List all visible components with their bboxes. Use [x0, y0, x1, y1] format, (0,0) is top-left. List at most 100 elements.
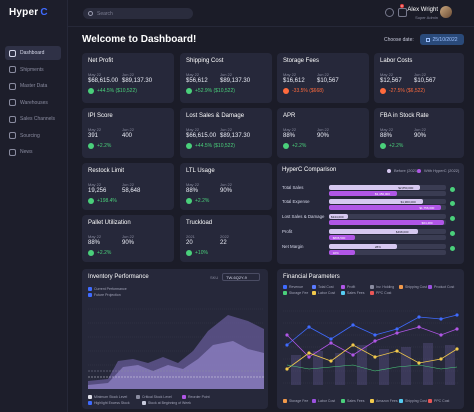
legend-item[interactable]: Sales Fees — [341, 291, 365, 295]
sidebar-item-news[interactable]: News — [5, 145, 61, 159]
kpi-period-2: Jun 22 — [220, 182, 233, 187]
kpi-value-1: $56,612 — [186, 78, 208, 84]
legend-before: Before (2021) — [387, 168, 418, 173]
kpi-value-2: 400 — [122, 133, 133, 139]
arrow-down-icon — [380, 88, 386, 94]
kpi-value-2: $89,137.30 — [220, 78, 251, 84]
sidebar-item-label: Warehouses — [20, 99, 48, 106]
kpi-card: Shipping Cost May 22 $56,612 Jun 22 $89,137.… — [180, 53, 272, 103]
sidebar-item-warehouses[interactable]: Warehouses — [5, 96, 61, 110]
sidebar-item-master-data[interactable]: Master Data — [5, 79, 61, 93]
kpi-value-1: $66,615.00 — [186, 133, 217, 139]
legend-swatch — [142, 401, 146, 405]
kpi-period-1: May 22 — [88, 127, 102, 132]
truck-icon — [9, 66, 16, 73]
legend-swatch — [399, 285, 403, 289]
kpi-period-1: 2021 — [186, 234, 195, 239]
legend-item[interactable]: Labor Cost — [312, 399, 335, 403]
legend-min-stock: Minimum Stock Level — [88, 395, 127, 399]
messages-icon[interactable] — [398, 8, 407, 17]
kpi-value-1: $12,567 — [380, 78, 402, 84]
bar-value-after: $806,500 — [332, 235, 346, 240]
revenue-line — [286, 314, 458, 346]
news-icon — [9, 148, 16, 156]
date-value: 25/10/2022 — [432, 36, 458, 43]
bar-fill-before — [329, 199, 423, 204]
comparison-row-label: Profit — [282, 229, 293, 234]
bell-icon[interactable] — [385, 8, 394, 17]
legend-item[interactable]: Product Cost — [428, 285, 454, 289]
kpi-card: LTL Usage May 22 88% Jun 22 90% +2.2% — [180, 163, 272, 210]
legend-item[interactable]: Shipping Cost — [399, 399, 427, 403]
sidebar-item-shipments[interactable]: Shipments — [5, 63, 61, 77]
arrow-up-icon — [380, 143, 386, 149]
sidebar-item-label: Sourcing — [20, 132, 40, 139]
legend-item[interactable]: Revenue — [283, 285, 303, 289]
kpi-period-1: May 22 — [88, 234, 102, 239]
legend-item[interactable]: Profit — [341, 285, 355, 289]
kpi-title: Shipping Cost — [186, 58, 224, 64]
kpi-title: Pallet Utilization — [88, 220, 131, 226]
legend-item[interactable]: Labor Cost — [312, 291, 335, 295]
search-input[interactable]: Search — [83, 8, 193, 19]
kpi-change: -33.5% ($668) — [283, 88, 324, 94]
arrow-up-icon — [450, 246, 455, 251]
kpi-period-2: Jun 22 — [122, 234, 135, 239]
legend-swatch — [88, 293, 92, 297]
legend-swatch — [417, 168, 421, 173]
sku-select[interactable]: TW-6Q2Y-9 — [222, 273, 260, 281]
legend-item[interactable]: Total Cost — [312, 285, 334, 289]
sidebar-item-dashboard[interactable]: Dashboard — [5, 46, 61, 60]
date-picker-button[interactable]: 25/10/2022 — [420, 34, 464, 45]
kpi-period-2: 2022 — [220, 234, 229, 239]
kpi-value-2: $89,137.30 — [220, 133, 251, 139]
kpi-value-1: 391 — [88, 133, 99, 139]
bar-value-before: 28% — [374, 244, 381, 249]
comparison-bar-after: $1,756,000 — [329, 205, 446, 210]
notification-badge: 3 — [400, 4, 404, 8]
sidebar-item-sourcing[interactable]: Sourcing — [5, 129, 61, 143]
kpi-title: LTL Usage — [186, 168, 215, 174]
avatar[interactable] — [440, 6, 452, 18]
financial-title: Financial Parameters — [283, 274, 340, 280]
kpi-value-1: $68,615.00 — [88, 78, 119, 84]
arrow-up-icon — [88, 198, 94, 204]
sidebar-item-label: Master Data — [20, 83, 48, 89]
legend-item[interactable]: Shipping Cost — [399, 285, 427, 289]
comparison-row-label: Total Sales — [282, 185, 304, 190]
legend-reorder: Reorder Point — [182, 395, 210, 399]
legend-critical: Critical Stock Level — [136, 395, 172, 399]
bar-value-after: $64,480 — [421, 220, 433, 225]
kpi-period-1: May 22 — [283, 127, 297, 132]
legend-swatch — [428, 399, 432, 403]
bar-value-after: 32% — [332, 250, 339, 255]
bar-fill-after — [329, 205, 442, 210]
legend-item[interactable]: Storage Fee — [283, 399, 308, 403]
arrow-up-icon — [88, 88, 94, 94]
app-logo[interactable]: Hyper C — [9, 7, 48, 18]
arrow-up-icon — [450, 201, 455, 206]
comparison-title: HyperC Comparison — [282, 167, 337, 173]
legend-item[interactable]: Inv. Holding — [370, 285, 394, 289]
kpi-title: APR — [283, 113, 296, 119]
arrow-up-icon — [450, 216, 455, 221]
bar-value-before: $1,960,000 — [400, 199, 416, 204]
legend-item[interactable]: Sales Fees — [341, 399, 365, 403]
sidebar-item-sales-channels[interactable]: Sales Channels — [5, 112, 61, 126]
bar-fill-before — [329, 185, 421, 190]
legend-item[interactable]: Storage Fee — [283, 291, 308, 295]
kpi-period-1: May 22 — [186, 182, 200, 187]
legend-item[interactable]: PPC Cost — [370, 291, 391, 295]
legend-swatch — [341, 285, 345, 289]
kpi-title: Net Profit — [88, 58, 114, 64]
kpi-card: Storage Fees May 22 $16,612 Jun 22 $10,567 -3… — [277, 53, 369, 103]
legend-item[interactable]: Amazon Fees — [370, 399, 398, 403]
kpi-title: IPI Score — [88, 113, 113, 119]
search-placeholder: Search — [97, 10, 113, 17]
kpi-period-1: May 22 — [88, 182, 102, 187]
sidebar-nav: Dashboard Shipments Master Data Warehous… — [5, 46, 61, 162]
bar-fill-after — [329, 235, 355, 240]
kpi-title: Restock Limit — [88, 168, 125, 174]
legend-item[interactable]: PPC Cost — [428, 399, 449, 403]
kpi-period-2: Jun 22 — [122, 72, 135, 77]
